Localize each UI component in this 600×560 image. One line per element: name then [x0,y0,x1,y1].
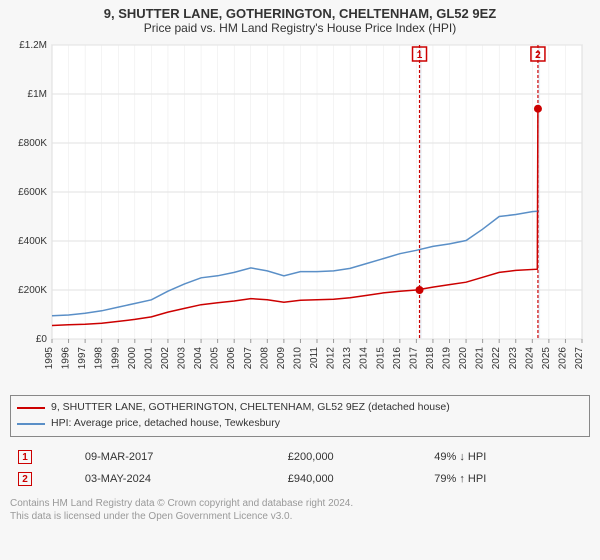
svg-text:1999: 1999 [110,347,121,370]
svg-text:2: 2 [535,50,541,61]
svg-text:2010: 2010 [292,347,303,370]
svg-text:1998: 1998 [94,347,105,370]
price-chart: £0 £200K £400K £600K £800K £1M £1.2M 1995 1996 19… [10,39,590,389]
svg-text:2016: 2016 [392,347,403,370]
svg-text:2013: 2013 [342,347,353,370]
svg-text:2005: 2005 [210,347,221,370]
legend-label: HPI: Average price, detached house, Tewk… [51,416,280,432]
svg-text:£200K: £200K [18,285,47,296]
legend-swatch [17,407,45,409]
svg-text:2007: 2007 [243,347,254,370]
txn-date: 09-MAR-2017 [79,447,280,467]
svg-text:1996: 1996 [61,347,72,370]
svg-text:2011: 2011 [309,347,320,369]
svg-text:1: 1 [417,50,423,61]
address-title: 9, SHUTTER LANE, GOTHERINGTON, CHELTENHA… [10,6,590,21]
data-attribution: Contains HM Land Registry data © Crown c… [10,497,590,524]
svg-text:2006: 2006 [226,347,237,370]
marker-badge: 1 [18,450,32,464]
svg-text:2024: 2024 [524,347,535,370]
svg-text:2014: 2014 [359,347,370,370]
marker-badge: 2 [18,472,32,486]
svg-text:2017: 2017 [408,347,419,370]
svg-text:2027: 2027 [574,347,585,370]
svg-text:1997: 1997 [77,347,88,370]
legend-swatch [17,423,45,425]
table-row: 2 03-MAY-2024£940,00079% ↑ HPI [12,469,588,489]
svg-text:£600K: £600K [18,187,47,198]
svg-text:£1M: £1M [28,89,47,100]
svg-text:£1.2M: £1.2M [19,40,47,51]
svg-text:2012: 2012 [326,347,337,370]
txn-delta: 79% ↑ HPI [428,469,588,489]
table-row: 1 09-MAR-2017£200,00049% ↓ HPI [12,447,588,467]
svg-text:2001: 2001 [143,347,154,370]
txn-delta: 49% ↓ HPI [428,447,588,467]
svg-text:2009: 2009 [276,347,287,370]
svg-text:2002: 2002 [160,347,171,370]
svg-text:£400K: £400K [18,236,47,247]
svg-text:1995: 1995 [44,347,55,370]
legend-item: 9, SHUTTER LANE, GOTHERINGTON, CHELTENHA… [17,400,583,416]
svg-text:£800K: £800K [18,138,47,149]
svg-text:2015: 2015 [375,347,386,370]
txn-price: £200,000 [282,447,427,467]
svg-text:2023: 2023 [508,347,519,370]
svg-text:2026: 2026 [557,347,568,370]
txn-date: 03-MAY-2024 [79,469,280,489]
transaction-table: 1 09-MAR-2017£200,00049% ↓ HPI 2 03-MAY-202… [10,445,590,491]
svg-text:2003: 2003 [177,347,188,370]
legend: 9, SHUTTER LANE, GOTHERINGTON, CHELTENHA… [10,395,590,437]
svg-text:2019: 2019 [442,347,453,370]
svg-text:2008: 2008 [259,347,270,370]
svg-text:2021: 2021 [475,347,486,370]
svg-text:2020: 2020 [458,347,469,370]
svg-text:£0: £0 [36,334,48,345]
legend-label: 9, SHUTTER LANE, GOTHERINGTON, CHELTENHA… [51,400,450,416]
legend-item: HPI: Average price, detached house, Tewk… [17,416,583,432]
svg-text:2022: 2022 [491,347,502,370]
svg-text:2004: 2004 [193,347,204,370]
footer-line1: Contains HM Land Registry data © Crown c… [10,497,590,511]
footer-line2: This data is licensed under the Open Gov… [10,510,590,524]
svg-text:2000: 2000 [127,347,138,370]
svg-text:2018: 2018 [425,347,436,370]
txn-price: £940,000 [282,469,427,489]
subtitle: Price paid vs. HM Land Registry's House … [10,21,590,35]
svg-text:2025: 2025 [541,347,552,370]
